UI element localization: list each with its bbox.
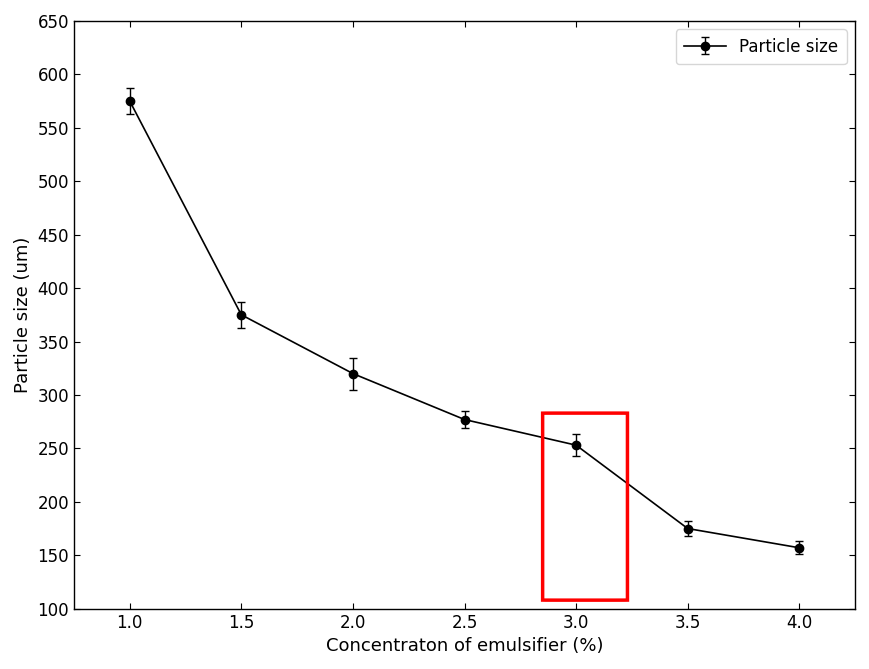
Legend: Particle size: Particle size [676, 29, 846, 64]
Y-axis label: Particle size (um): Particle size (um) [14, 237, 32, 393]
X-axis label: Concentraton of emulsifier (%): Concentraton of emulsifier (%) [326, 637, 603, 655]
